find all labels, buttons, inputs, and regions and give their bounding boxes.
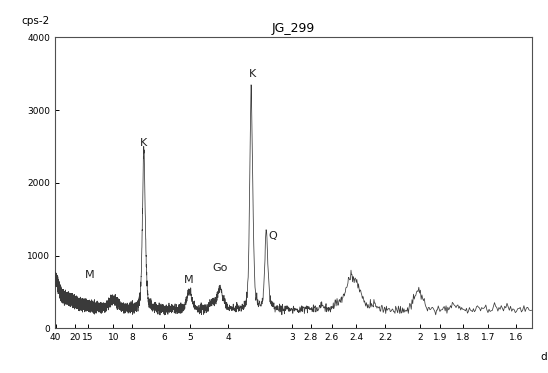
Text: Go: Go [213,263,228,273]
Text: K: K [140,138,147,148]
Text: M: M [184,275,193,285]
Text: K: K [248,69,256,79]
Text: d (Å): d (Å) [541,351,548,363]
Title: JG_299: JG_299 [272,22,315,35]
Text: Q: Q [269,231,277,241]
Text: M: M [84,270,94,279]
Text: cps-2: cps-2 [21,16,50,26]
